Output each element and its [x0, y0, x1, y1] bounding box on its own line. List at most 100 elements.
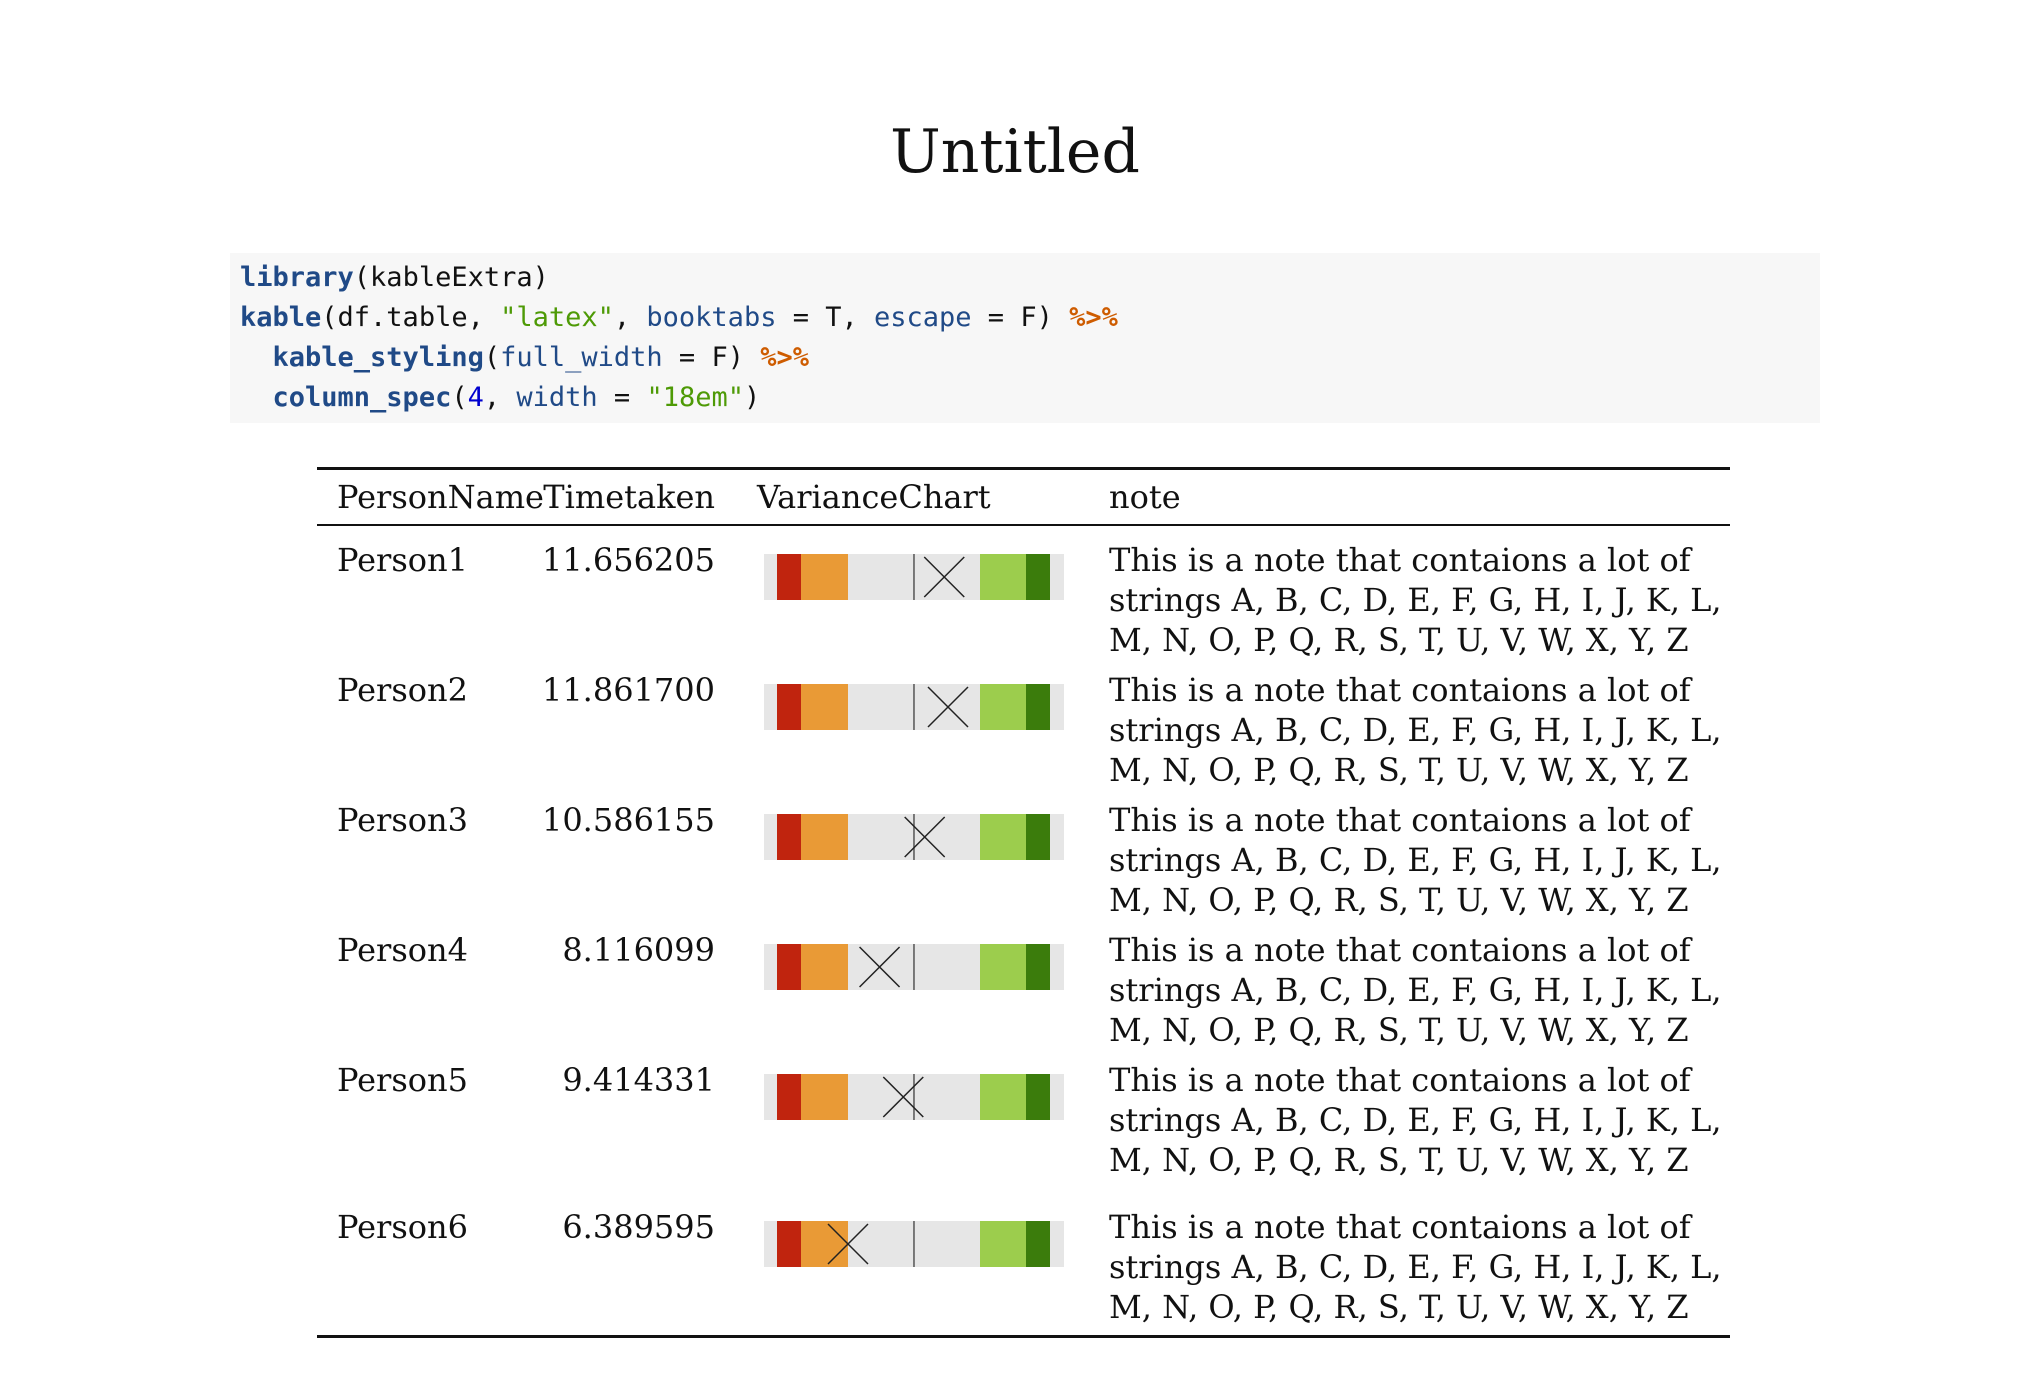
cell-timetaken: 6.389595 [562, 1208, 715, 1246]
cell-personname: Person4 [337, 931, 468, 969]
code-token: width [516, 382, 598, 413]
note-line: This is a note that contaions a lot of [1109, 1061, 1691, 1099]
document-title: Untitled [890, 117, 1140, 187]
variance-chart-svg [764, 554, 1064, 600]
variance-chart-svg [764, 1221, 1064, 1267]
chart-marker [827, 1223, 869, 1265]
data-table: PersonName Timetaken VarianceChart note … [317, 467, 1730, 1338]
chart-band-darkgreen [1026, 1221, 1050, 1267]
cell-personname: Person1 [337, 541, 468, 579]
chart-band-darkgreen [1026, 944, 1050, 990]
chart-band-lightgreen [980, 1221, 1026, 1267]
code-token: 4 [467, 382, 484, 413]
note-line: M, N, O, P, Q, R, S, T, U, V, W, X, Y, Z [1109, 1288, 1689, 1326]
cell-timetaken: 10.586155 [541, 801, 715, 839]
table-bottom-rule [317, 1335, 1730, 1338]
chart-band-lightgreen [980, 684, 1026, 730]
cell-note: This is a note that contaions a lot of st… [1109, 1207, 1722, 1327]
code-token: ( [483, 342, 501, 373]
cell-personname: Person3 [337, 801, 468, 839]
table-mid-rule [317, 524, 1730, 526]
table-row: Person4 8.116099 This is a note that conta… [317, 930, 1730, 1050]
table-row: Person2 11.861700 This is a note that cont… [317, 670, 1730, 790]
cell-note: This is a note that contaions a lot of st… [1109, 540, 1722, 660]
note-line: M, N, O, P, Q, R, S, T, U, V, W, X, Y, Z [1109, 881, 1689, 919]
chart-band-red [777, 1074, 801, 1120]
code-token: = F) [971, 302, 1070, 333]
code-token: kable_styling [272, 342, 484, 373]
chart-band-lightgreen [980, 554, 1026, 600]
note-line: strings A, B, C, D, E, F, G, H, I, J, K,… [1109, 841, 1722, 879]
note-line: M, N, O, P, Q, R, S, T, U, V, W, X, Y, Z [1109, 1011, 1689, 1049]
chart-band-darkgreen [1026, 1074, 1050, 1120]
chart-band-orange [801, 814, 848, 860]
note-line: strings A, B, C, D, E, F, G, H, I, J, K,… [1109, 1101, 1722, 1139]
header-variancechart: VarianceChart [757, 478, 991, 516]
variance-chart [764, 814, 1064, 860]
code-token: full_width [500, 342, 663, 373]
chart-marker [882, 1076, 924, 1118]
header-note: note [1109, 478, 1181, 516]
chart-band-lightgreen [980, 1074, 1026, 1120]
chart-band-lightgreen [980, 814, 1026, 860]
variance-chart [764, 944, 1064, 990]
code-token: (kableExtra) [353, 262, 549, 293]
chart-marker [904, 816, 946, 858]
code-line: library(kableExtra) [240, 258, 549, 298]
code-token [240, 382, 273, 413]
code-token: "18em" [646, 382, 744, 413]
chart-band-darkgreen [1026, 814, 1050, 860]
code-token: (df.table, [321, 302, 501, 333]
table-row: Person1 11.656205 This is a note that cont… [317, 540, 1730, 660]
chart-marker [927, 686, 969, 728]
chart-band-lightgreen [980, 944, 1026, 990]
code-token: , [613, 302, 647, 333]
note-line: M, N, O, P, Q, R, S, T, U, V, W, X, Y, Z [1109, 1141, 1689, 1179]
header-timetaken: Timetaken [543, 478, 715, 516]
code-token: = F) [662, 342, 761, 373]
code-token: "latex" [500, 302, 614, 333]
chart-band-red [777, 814, 801, 860]
chart-band-orange [801, 554, 848, 600]
chart-marker [923, 556, 965, 598]
variance-chart-svg [764, 944, 1064, 990]
note-line: This is a note that contaions a lot of [1109, 1208, 1691, 1246]
variance-chart-svg [764, 814, 1064, 860]
variance-chart [764, 1221, 1064, 1267]
chart-band-orange [801, 1221, 848, 1267]
code-token: library [240, 262, 354, 293]
code-token: %>% [760, 342, 809, 373]
code-token: = [597, 382, 647, 413]
table-row: Person5 9.414331 This is a note that conta… [317, 1060, 1730, 1180]
cell-timetaken: 9.414331 [562, 1061, 715, 1099]
note-line: This is a note that contaions a lot of [1109, 931, 1691, 969]
chart-band-red [777, 944, 801, 990]
variance-chart [764, 684, 1064, 730]
header-personname: PersonName [337, 478, 544, 516]
note-line: This is a note that contaions a lot of [1109, 541, 1691, 579]
cell-personname: Person5 [337, 1061, 468, 1099]
note-line: M, N, O, P, Q, R, S, T, U, V, W, X, Y, Z [1109, 621, 1689, 659]
code-line: column_spec(4, width = "18em") [240, 378, 761, 418]
note-line: This is a note that contaions a lot of [1109, 671, 1691, 709]
chart-band-orange [801, 1074, 848, 1120]
table-row: Person6 6.389595 This is a note that conta… [317, 1207, 1730, 1327]
cell-personname: Person6 [337, 1208, 468, 1246]
chart-band-red [777, 554, 801, 600]
table-top-rule [317, 467, 1730, 470]
chart-band-red [777, 1221, 801, 1267]
cell-timetaken: 11.656205 [541, 541, 715, 579]
variance-chart [764, 554, 1064, 600]
code-block: library(kableExtra) kable(df.table, "late… [230, 253, 1820, 423]
code-line: kable(df.table, "latex", booktabs = T, e… [240, 298, 1118, 338]
cell-timetaken: 11.861700 [541, 671, 715, 709]
chart-marker [859, 946, 901, 988]
cell-note: This is a note that contaions a lot of st… [1109, 1060, 1722, 1180]
chart-band-darkgreen [1026, 684, 1050, 730]
chart-band-orange [801, 944, 848, 990]
code-token: escape [874, 302, 972, 333]
code-token: , [483, 382, 517, 413]
code-token: ( [451, 382, 468, 413]
cell-personname: Person2 [337, 671, 468, 709]
note-line: strings A, B, C, D, E, F, G, H, I, J, K,… [1109, 971, 1722, 1009]
